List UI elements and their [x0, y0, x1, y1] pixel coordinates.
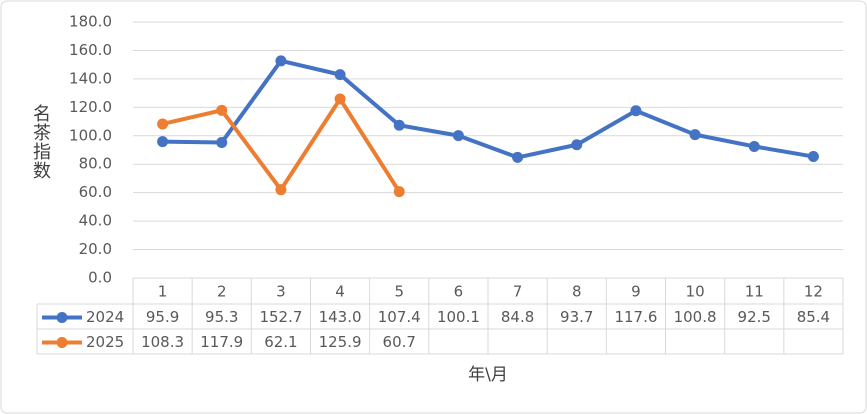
table-value: 60.7 [383, 333, 416, 351]
table-value: 100.1 [437, 308, 480, 326]
y-tick-label: 20.0 [79, 240, 112, 258]
data-point [275, 55, 287, 67]
table-value: 152.7 [259, 308, 302, 326]
x-tick-label: 8 [572, 283, 582, 301]
y-tick-label: 60.0 [79, 183, 112, 201]
y-tick-label: 180.0 [69, 13, 112, 31]
y-tick-label: 100.0 [69, 126, 112, 144]
table-value: 92.5 [738, 308, 771, 326]
y-axis-label: 名茶指数 [31, 104, 51, 180]
data-point [748, 140, 760, 152]
data-point [216, 136, 228, 148]
y-tick-label: 140.0 [69, 69, 112, 87]
table-value: 125.9 [319, 333, 362, 351]
x-tick-label: 10 [686, 283, 705, 301]
legend-marker [56, 337, 68, 348]
data-point [807, 151, 819, 163]
table-value: 95.3 [205, 308, 238, 326]
y-tick-label: 160.0 [69, 41, 112, 59]
table-value: 85.4 [797, 308, 830, 326]
x-tick-label: 5 [394, 283, 404, 301]
data-point [512, 151, 524, 163]
y-tick-label: 80.0 [79, 155, 112, 173]
x-tick-label: 4 [335, 283, 345, 301]
table-value: 100.8 [674, 308, 717, 326]
table-value: 117.6 [614, 308, 657, 326]
x-tick-label: 7 [513, 283, 523, 301]
data-point [393, 186, 405, 198]
table-value: 62.1 [264, 333, 297, 351]
table-value: 143.0 [319, 308, 362, 326]
data-point [452, 130, 464, 142]
table-value: 117.9 [200, 333, 243, 351]
x-tick-label: 2 [217, 283, 227, 301]
y-tick-label: 0.0 [88, 269, 112, 287]
data-point [157, 136, 169, 148]
data-point [216, 104, 228, 116]
data-point [393, 119, 405, 131]
table-value: 107.4 [378, 308, 421, 326]
data-point [334, 69, 346, 81]
table-value: 93.7 [560, 308, 593, 326]
x-tick-label: 6 [454, 283, 464, 301]
data-point [630, 105, 642, 117]
data-point [275, 184, 287, 196]
x-tick-label: 3 [276, 283, 286, 301]
table-value: 95.9 [146, 308, 179, 326]
legend-marker [56, 312, 68, 323]
x-axis-label: 年\月 [468, 365, 508, 385]
x-tick-label: 1 [158, 283, 168, 301]
y-tick-label: 120.0 [69, 98, 112, 116]
table-value: 84.8 [501, 308, 534, 326]
data-point [571, 139, 583, 151]
legend-label: 2024 [86, 308, 124, 326]
table-value: 108.3 [141, 333, 184, 351]
x-tick-label: 9 [631, 283, 641, 301]
x-tick-label: 12 [804, 283, 823, 301]
x-tick-label: 11 [745, 283, 764, 301]
legend-label: 2025 [86, 333, 124, 351]
series-line [162, 58, 814, 160]
y-tick-label: 40.0 [79, 212, 112, 230]
data-point [689, 129, 701, 141]
data-point [157, 118, 169, 130]
data-point [334, 93, 346, 105]
